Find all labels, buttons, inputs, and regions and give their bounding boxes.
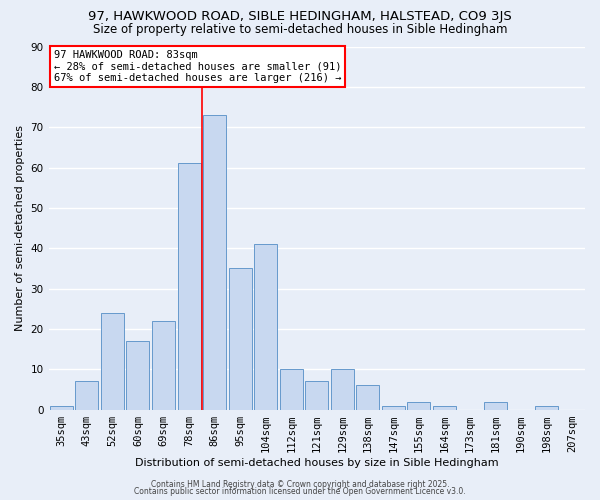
Bar — [254, 244, 277, 410]
Bar — [305, 382, 328, 409]
Y-axis label: Number of semi-detached properties: Number of semi-detached properties — [15, 125, 25, 331]
Bar — [101, 313, 124, 410]
Bar — [280, 369, 303, 410]
Bar — [433, 406, 456, 409]
Bar — [331, 369, 354, 410]
Bar — [382, 406, 405, 409]
Bar — [229, 268, 251, 410]
X-axis label: Distribution of semi-detached houses by size in Sible Hedingham: Distribution of semi-detached houses by … — [135, 458, 499, 468]
Text: Contains public sector information licensed under the Open Government Licence v3: Contains public sector information licen… — [134, 487, 466, 496]
Text: Contains HM Land Registry data © Crown copyright and database right 2025.: Contains HM Land Registry data © Crown c… — [151, 480, 449, 489]
Bar — [152, 321, 175, 410]
Bar — [127, 341, 149, 409]
Bar — [484, 402, 507, 409]
Text: 97, HAWKWOOD ROAD, SIBLE HEDINGHAM, HALSTEAD, CO9 3JS: 97, HAWKWOOD ROAD, SIBLE HEDINGHAM, HALS… — [88, 10, 512, 23]
Bar — [407, 402, 430, 409]
Bar — [76, 382, 98, 409]
Bar — [356, 386, 379, 409]
Text: Size of property relative to semi-detached houses in Sible Hedingham: Size of property relative to semi-detach… — [93, 22, 507, 36]
Text: 97 HAWKWOOD ROAD: 83sqm
← 28% of semi-detached houses are smaller (91)
67% of se: 97 HAWKWOOD ROAD: 83sqm ← 28% of semi-de… — [54, 50, 341, 84]
Bar — [178, 164, 200, 410]
Bar — [535, 406, 558, 409]
Bar — [50, 406, 73, 409]
Bar — [203, 115, 226, 410]
